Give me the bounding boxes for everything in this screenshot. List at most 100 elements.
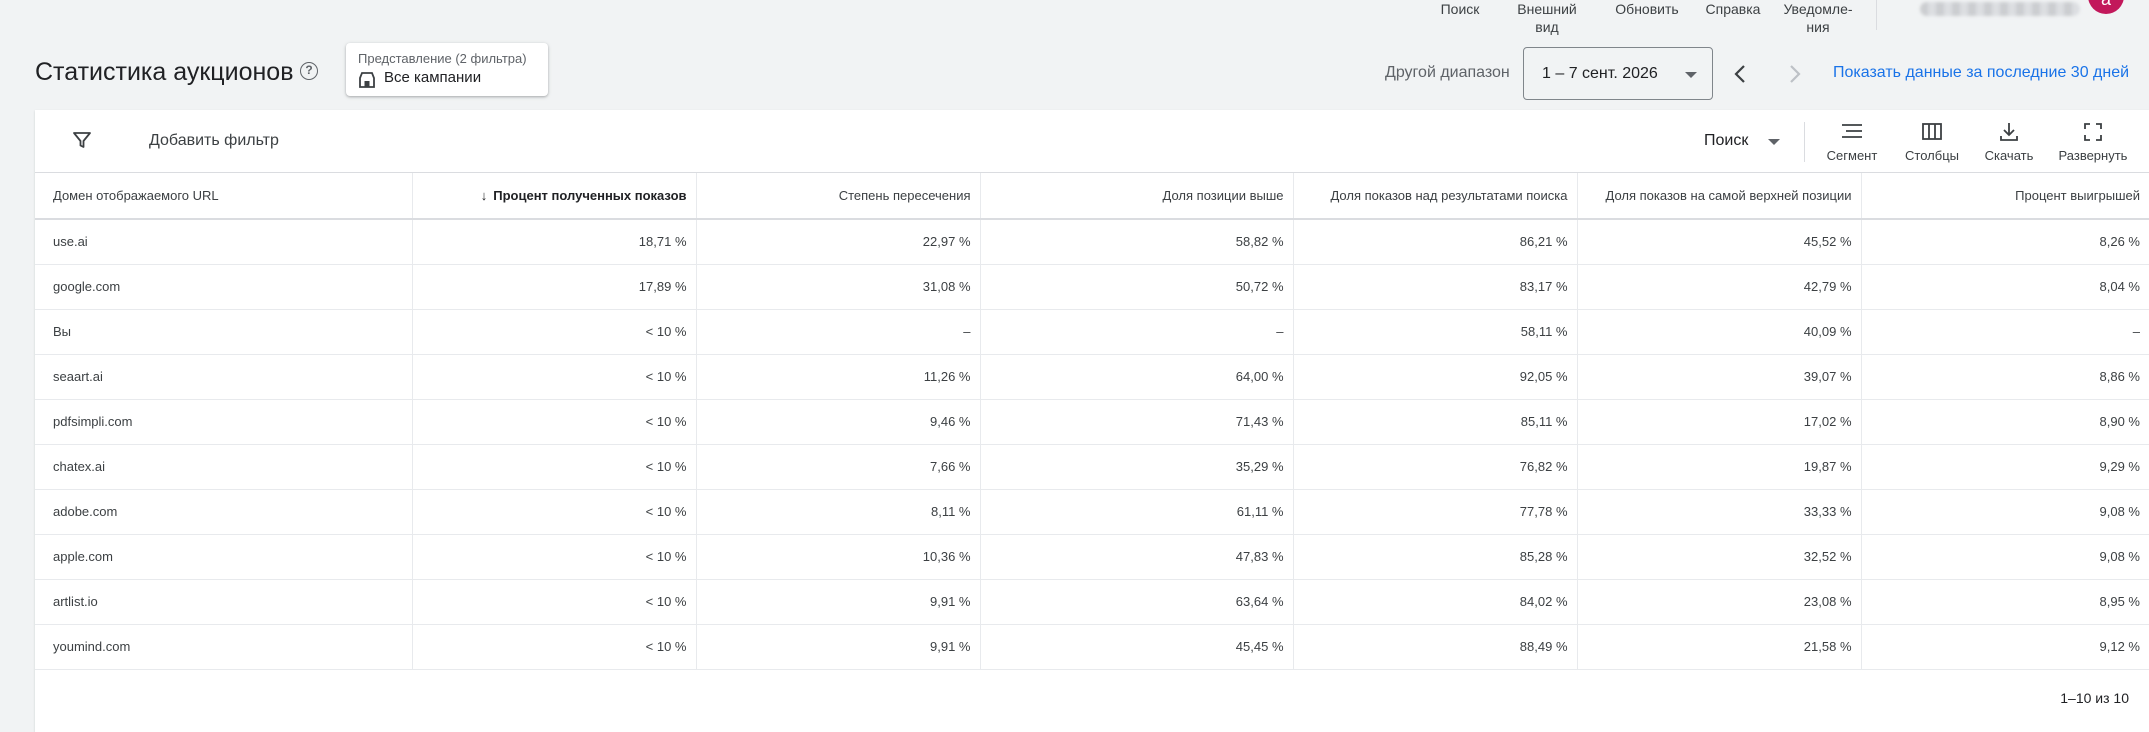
filter-bar: Добавить фильтр Поиск Сегмент Столбцы Ск	[35, 110, 2149, 173]
store-icon	[358, 72, 376, 88]
cell-overlap-rate: –	[696, 309, 980, 354]
column-header-overlap-rate[interactable]: Степень пересечения	[696, 173, 980, 219]
cell-top-of-page-rate: 84,02 %	[1293, 579, 1577, 624]
cell-abs-top-of-page-rate: 19,87 %	[1577, 444, 1861, 489]
columns-icon	[1919, 120, 1945, 144]
table-row: youmind.com < 10 % 9,91 % 45,45 % 88,49 …	[35, 624, 2149, 669]
column-header-outranking-share[interactable]: Процент выигрышей	[1861, 173, 2149, 219]
cell-overlap-rate: 11,26 %	[696, 354, 980, 399]
cell-top-of-page-rate: 58,11 %	[1293, 309, 1577, 354]
chevron-right-icon[interactable]	[1780, 60, 1808, 88]
top-action-notifications[interactable]: Уведомле- ния	[1780, 0, 1856, 36]
table-row: google.com 17,89 % 31,08 % 50,72 % 83,17…	[35, 264, 2149, 309]
date-range-value: 1 – 7 сент. 2026	[1542, 65, 1658, 83]
show-last-30-days-link[interactable]: Показать данные за последние 30 дней	[1833, 64, 2129, 82]
cell-position-above-rate: 50,72 %	[980, 264, 1293, 309]
cell-top-of-page-rate: 83,17 %	[1293, 264, 1577, 309]
cell-top-of-page-rate: 88,49 %	[1293, 624, 1577, 669]
cell-outranking-share: 9,29 %	[1861, 444, 2149, 489]
cell-overlap-rate: 9,46 %	[696, 399, 980, 444]
cell-abs-top-of-page-rate: 40,09 %	[1577, 309, 1861, 354]
page-title: Статистика аукционов	[35, 58, 293, 87]
auction-insights-table: Домен отображаемого URL ↓ Процент получен…	[35, 173, 2149, 670]
cell-impression-share: < 10 %	[412, 399, 696, 444]
top-action-help[interactable]: Справка	[1700, 0, 1766, 18]
chevron-left-icon[interactable]	[1727, 60, 1755, 88]
caret-down-icon	[1685, 72, 1697, 78]
cell-outranking-share: 8,95 %	[1861, 579, 2149, 624]
top-action-search[interactable]: Поиск	[1440, 0, 1480, 18]
cell-position-above-rate: –	[980, 309, 1293, 354]
account-email-blurred[interactable]	[1920, 2, 2080, 16]
cell-impression-share: < 10 %	[412, 579, 696, 624]
cell-position-above-rate: 63,64 %	[980, 579, 1293, 624]
cell-domain: artlist.io	[35, 579, 412, 624]
cell-abs-top-of-page-rate: 21,58 %	[1577, 624, 1861, 669]
top-action-appearance[interactable]: Внешний вид	[1512, 0, 1582, 36]
table-row: adobe.com < 10 % 8,11 % 61,11 % 77,78 % …	[35, 489, 2149, 534]
cell-domain: adobe.com	[35, 489, 412, 534]
cell-abs-top-of-page-rate: 39,07 %	[1577, 354, 1861, 399]
fullscreen-icon	[2080, 120, 2106, 144]
segment-button[interactable]: Сегмент	[1819, 120, 1885, 163]
table-row: seaart.ai < 10 % 11,26 % 64,00 % 92,05 %…	[35, 354, 2149, 399]
cell-domain: apple.com	[35, 534, 412, 579]
cell-domain: chatex.ai	[35, 444, 412, 489]
cell-overlap-rate: 31,08 %	[696, 264, 980, 309]
cell-top-of-page-rate: 92,05 %	[1293, 354, 1577, 399]
cell-outranking-share: –	[1861, 309, 2149, 354]
cell-impression-share: < 10 %	[412, 354, 696, 399]
cell-overlap-rate: 9,91 %	[696, 624, 980, 669]
column-header-position-above-rate[interactable]: Доля позиции выше	[980, 173, 1293, 219]
cell-position-above-rate: 64,00 %	[980, 354, 1293, 399]
cell-abs-top-of-page-rate: 17,02 %	[1577, 399, 1861, 444]
cell-domain: youmind.com	[35, 624, 412, 669]
cell-overlap-rate: 22,97 %	[696, 219, 980, 264]
cell-position-above-rate: 71,43 %	[980, 399, 1293, 444]
table-row: pdfsimpli.com < 10 % 9,46 % 71,43 % 85,1…	[35, 399, 2149, 444]
cell-impression-share: 17,89 %	[412, 264, 696, 309]
cell-overlap-rate: 7,66 %	[696, 444, 980, 489]
columns-button[interactable]: Столбцы	[1899, 120, 1965, 163]
date-range-label: Другой диапазон	[1385, 64, 1510, 82]
cell-overlap-rate: 8,11 %	[696, 489, 980, 534]
cell-impression-share: 18,71 %	[412, 219, 696, 264]
column-header-abs-top-of-page-rate[interactable]: Доля показов на самой верхней позиции	[1577, 173, 1861, 219]
view-selector[interactable]: Представление (2 фильтра) Все кампании	[346, 43, 548, 96]
auction-insights-card: Добавить фильтр Поиск Сегмент Столбцы Ск	[35, 110, 2149, 732]
cell-overlap-rate: 9,91 %	[696, 579, 980, 624]
cell-domain: pdfsimpli.com	[35, 399, 412, 444]
column-header-top-of-page-rate[interactable]: Доля показов над результатами поиска	[1293, 173, 1577, 219]
column-header-impression-share[interactable]: ↓ Процент полученных показов	[412, 173, 696, 219]
cell-position-above-rate: 58,82 %	[980, 219, 1293, 264]
campaign-type-select[interactable]: Поиск	[1704, 132, 1748, 150]
top-toolbar: Поиск Внешний вид Обновить Справка Уведо…	[0, 0, 2149, 40]
cell-impression-share: < 10 %	[412, 624, 696, 669]
avatar[interactable]: a	[2088, 0, 2124, 14]
cell-domain: seaart.ai	[35, 354, 412, 399]
cell-impression-share: < 10 %	[412, 444, 696, 489]
cell-impression-share: < 10 %	[412, 489, 696, 534]
table-row: chatex.ai < 10 % 7,66 % 35,29 % 76,82 % …	[35, 444, 2149, 489]
table-row: artlist.io < 10 % 9,91 % 63,64 % 84,02 %…	[35, 579, 2149, 624]
top-action-refresh[interactable]: Обновить	[1610, 0, 1684, 18]
tool-divider	[1804, 122, 1805, 162]
sort-arrow-down-icon: ↓	[481, 188, 488, 203]
cell-domain: use.ai	[35, 219, 412, 264]
add-filter-button[interactable]: Добавить фильтр	[149, 132, 279, 150]
cell-top-of-page-rate: 85,11 %	[1293, 399, 1577, 444]
table-row: apple.com < 10 % 10,36 % 47,83 % 85,28 %…	[35, 534, 2149, 579]
cell-position-above-rate: 45,45 %	[980, 624, 1293, 669]
column-header-domain[interactable]: Домен отображаемого URL	[35, 173, 412, 219]
cell-top-of-page-rate: 85,28 %	[1293, 534, 1577, 579]
cell-impression-share: < 10 %	[412, 309, 696, 354]
help-circle-icon[interactable]: ?	[300, 62, 318, 80]
cell-outranking-share: 8,90 %	[1861, 399, 2149, 444]
cell-domain: Вы	[35, 309, 412, 354]
expand-button[interactable]: Развернуть	[2053, 120, 2133, 163]
cell-outranking-share: 9,12 %	[1861, 624, 2149, 669]
download-button[interactable]: Скачать	[1979, 120, 2039, 163]
cell-outranking-share: 9,08 %	[1861, 489, 2149, 534]
filter-icon[interactable]	[72, 130, 92, 150]
date-range-select[interactable]: 1 – 7 сент. 2026	[1523, 47, 1713, 100]
